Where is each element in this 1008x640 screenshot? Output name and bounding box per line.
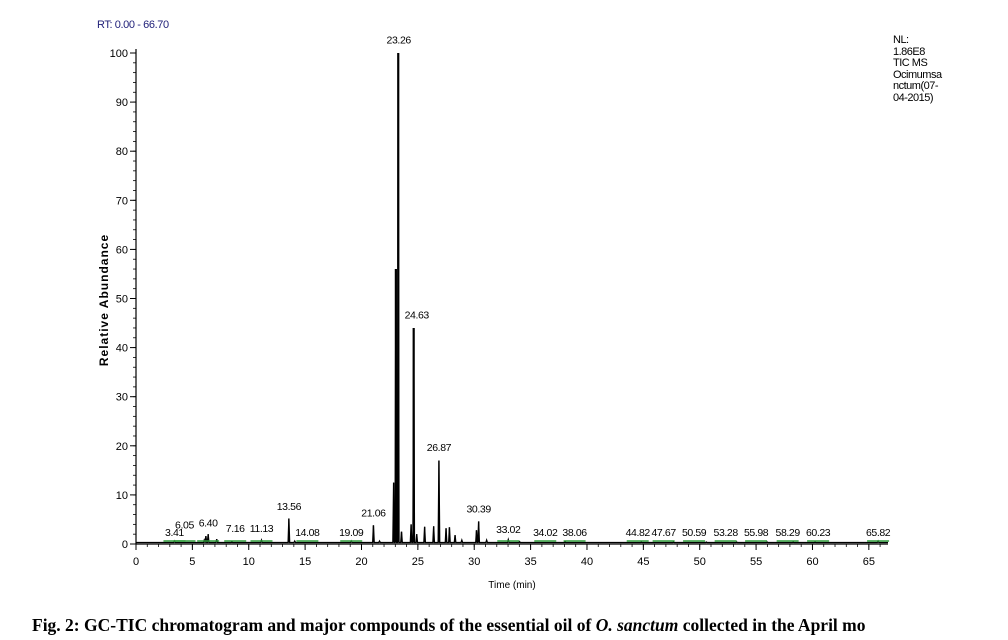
peak-label: 38.06 — [562, 527, 587, 539]
peak-label: 6.40 — [199, 517, 218, 529]
x-tick-label: 35 — [524, 556, 536, 568]
peak-label: 34.02 — [533, 527, 558, 539]
x-tick-label: 40 — [581, 556, 593, 568]
caption-prefix: Fig. 2: GC-TIC chromatogram and major co… — [32, 615, 596, 635]
info-line: 04-2015) — [893, 91, 934, 104]
rt-range-label: RT: 0.00 - 66.70 — [97, 19, 169, 31]
y-tick-label: 80 — [116, 146, 128, 158]
x-tick-label: 60 — [806, 556, 818, 568]
y-tick-label: 0 — [122, 539, 128, 551]
x-tick-label: 10 — [243, 556, 255, 568]
peak-label: 44.82 — [626, 527, 651, 539]
x-tick-label: 50 — [694, 556, 706, 568]
x-tick-label: 45 — [637, 556, 649, 568]
x-tick-label: 15 — [299, 556, 311, 568]
y-tick-label: 30 — [116, 392, 128, 404]
figure-caption: Fig. 2: GC-TIC chromatogram and major co… — [32, 615, 866, 636]
x-tick-label: 55 — [750, 556, 762, 568]
y-axis-label: Relative Abundance — [97, 234, 111, 366]
info-line: TIC MS — [893, 57, 928, 69]
peak-label: 23.26 — [387, 35, 412, 47]
x-tick-label: 5 — [189, 556, 195, 568]
peak-label: 33.02 — [496, 524, 521, 536]
x-axis-label: Time (min) — [488, 580, 535, 591]
peak-label: 3.41 — [165, 527, 184, 539]
peak-label: 50.59 — [682, 527, 707, 539]
info-line: Ocimumsa — [893, 68, 942, 81]
peak-label: 14.08 — [295, 527, 320, 539]
peak-label: 7.16 — [226, 523, 245, 535]
info-line: nctum(07- — [893, 80, 939, 92]
x-tick-label: 0 — [133, 556, 139, 568]
caption-suffix: collected in the April mo — [678, 615, 866, 635]
peak-label: 26.87 — [427, 442, 452, 454]
chromatogram-chart: 0 5 10 15 20 25 30 35 40 45 50 55 60 65 0 10 20 30 40 50 60 7… — [97, 35, 891, 591]
info-box: NL: 1.86E8 TIC MS Ocimumsa nctum(07- 04-… — [893, 34, 953, 104]
peak-label: 24.63 — [405, 310, 430, 322]
peak-label: 11.13 — [250, 523, 274, 535]
y-tick-label: 100 — [110, 48, 128, 60]
info-line: NL: — [893, 34, 909, 46]
y-tick-label: 70 — [116, 195, 128, 207]
caption-species: O. sanctum — [595, 615, 679, 635]
peak-label: 65.82 — [866, 527, 891, 539]
x-tick-label: 25 — [412, 556, 424, 568]
y-tick-label: 50 — [116, 294, 128, 306]
y-tick-label: 40 — [116, 343, 128, 355]
x-tick-label: 65 — [863, 556, 875, 568]
peak-label: 53.28 — [714, 527, 739, 539]
chromatogram-line — [136, 52, 888, 544]
peak-label: 19.09 — [339, 527, 364, 539]
chromatogram-trace — [136, 52, 888, 544]
y-tick-label: 90 — [116, 97, 128, 109]
x-tick-label: 20 — [355, 556, 367, 568]
x-tick-label: 30 — [468, 556, 480, 568]
peak-label: 55.98 — [744, 527, 769, 539]
peak-label: 47.67 — [651, 527, 676, 539]
peak-label: 6.05 — [175, 520, 194, 532]
peak-label: 13.56 — [277, 501, 302, 513]
peak-label: 21.06 — [361, 507, 386, 519]
peak-label: 30.39 — [466, 504, 491, 516]
chart-axes: 0 5 10 15 20 25 30 35 40 45 50 55 60 65 0 10 20 30 40 50 60 7… — [110, 48, 888, 568]
info-line: 1.86E8 — [893, 45, 925, 58]
y-tick-label: 10 — [116, 490, 128, 502]
y-tick-label: 20 — [116, 441, 128, 453]
peak-label: 60.23 — [806, 527, 831, 539]
peak-label: 58.29 — [776, 527, 801, 539]
y-tick-label: 60 — [116, 244, 128, 256]
